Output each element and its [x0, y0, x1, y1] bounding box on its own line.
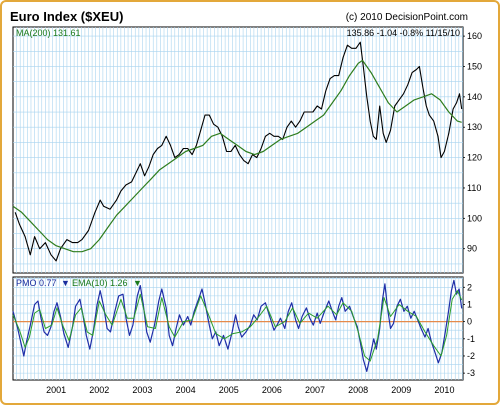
- price-series-group: [12, 41, 463, 262]
- y-tick-label: 130: [467, 122, 482, 132]
- price-grid: [13, 27, 463, 273]
- y-tick-label: 160: [467, 31, 482, 41]
- x-tick-label: 2009: [391, 385, 411, 395]
- y-tick-label: 1: [467, 299, 472, 309]
- x-tick-label: 2004: [176, 385, 196, 395]
- x-axis-labels: 2001 2002 2003 2004 2005 2006 2007 2008 2009 2010: [46, 385, 454, 395]
- ema-label: EMA(10) 1.26: [72, 278, 128, 288]
- x-tick-label: 2005: [219, 385, 239, 395]
- y-tick-label: 110: [467, 183, 481, 193]
- y-tick-label: -1: [467, 334, 475, 344]
- y-tick-label: 2: [467, 282, 472, 292]
- price-ma-200-line: [12, 59, 462, 253]
- price-panel: [12, 26, 464, 274]
- price-y-tick-labels: 90 100 110 120 130 140 150 160: [463, 31, 482, 254]
- y-tick-label: 100: [467, 213, 482, 223]
- copyright-text: (c) 2010 DecisionPoint.com: [346, 12, 468, 23]
- chart-title: Euro Index ($XEU): [10, 9, 123, 24]
- y-tick-label: 150: [467, 61, 482, 71]
- pmo-label: PMO 0.77: [16, 278, 57, 288]
- y-tick-label: -3: [467, 368, 475, 378]
- pmo-y-tick-labels: -3 -2 -1 0 1 2: [463, 282, 475, 378]
- last-price-line: 135.86 -1.04 -0.8% 11/15/10: [347, 28, 460, 38]
- y-tick-label: 140: [467, 92, 482, 102]
- x-tick-label: 2010: [434, 385, 454, 395]
- x-tick-label: 2006: [262, 385, 282, 395]
- x-tick-label: 2001: [46, 385, 66, 395]
- pmo-panel: [12, 276, 464, 381]
- x-tick-label: 2007: [305, 385, 325, 395]
- x-tick-label: 2003: [132, 385, 152, 395]
- pmo-down-arrow-icon: ▼: [61, 278, 70, 288]
- pmo-ema-10-line: [12, 290, 463, 362]
- pmo-series-group: [12, 279, 463, 372]
- y-tick-label: 0: [467, 317, 472, 327]
- x-tick-label: 2008: [348, 385, 368, 395]
- pmo-pmo-line: [12, 279, 463, 372]
- ma-label: MA(200) 131.61: [16, 28, 81, 38]
- ema-down-arrow-icon: ▼: [133, 278, 142, 288]
- y-tick-label: 120: [467, 153, 482, 163]
- x-tick-label: 2002: [89, 385, 109, 395]
- y-tick-label: -2: [467, 351, 475, 361]
- y-tick-label: 90: [467, 244, 477, 254]
